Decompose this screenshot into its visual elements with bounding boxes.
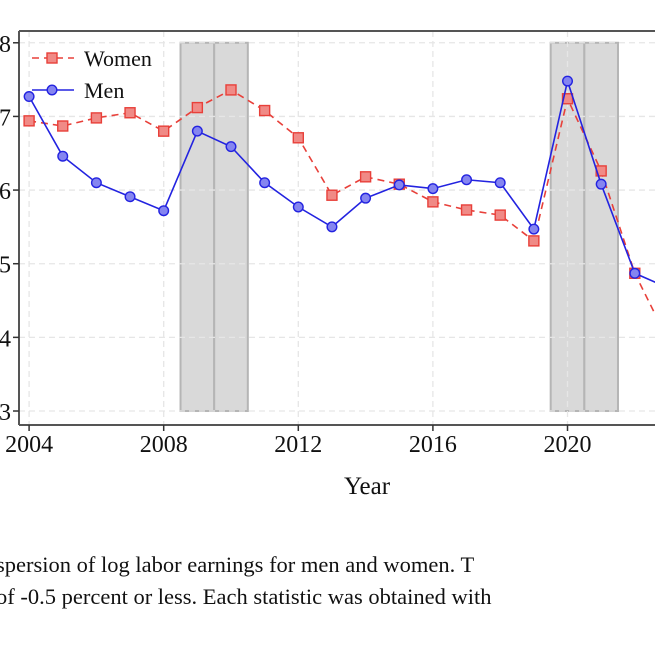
recession-shading [179,41,216,413]
y-tick-label: 6 [0,179,11,205]
data-point-women [90,112,103,124]
y-tick-label: 7 [0,105,11,131]
data-point-men [259,177,271,189]
y-tick-label: 5 [0,253,11,279]
series-men [23,75,655,284]
data-point-men [461,174,473,186]
legend-circle-marker-icon [46,84,58,96]
data-point-women [292,132,305,144]
recession-shading [583,41,619,413]
y-tick-label: 8 [0,32,11,58]
data-point-women [359,171,372,183]
legend-label-women: Women [84,46,152,71]
data-point-women [124,107,136,119]
x-tick-label: 2012 [274,432,322,458]
data-point-men [562,75,574,87]
data-point-men [124,191,136,203]
data-point-men [629,267,641,279]
data-point-men [360,192,372,204]
y-tick-label: 4 [0,326,11,352]
data-point-men [191,125,203,137]
data-point-men [23,91,35,103]
data-point-women [191,101,204,114]
data-point-men [494,177,506,189]
x-tick-label: 2004 [5,432,53,458]
data-point-women [460,204,473,216]
recession-shading [213,41,249,413]
x-axis-label: Year [344,473,391,500]
data-point-men [528,223,540,235]
data-point-women [528,235,540,247]
caption-line-2: of -0.5 percent or less. Each statistic … [0,584,492,609]
data-point-women [157,125,170,137]
data-point-men [326,221,338,233]
data-point-men [595,178,607,190]
data-point-women [23,115,35,127]
data-point-men [90,177,102,189]
data-point-women [494,209,506,221]
caption-line-1: spersion of log labor earnings for men a… [0,552,475,577]
data-point-women [427,196,439,208]
data-point-men [225,141,237,153]
legend-square-marker-icon [46,52,58,64]
series-line-men [28,78,655,284]
data-point-women [57,120,69,132]
x-tick-label: 2016 [409,432,457,458]
legend-label-men: Men [84,78,124,103]
data-point-men [57,150,69,162]
data-point-women [258,104,271,117]
data-point-men [427,183,439,195]
x-tick-label: 2008 [140,432,188,458]
data-point-women [326,189,338,201]
data-point-women [225,84,237,96]
series-women [23,84,655,316]
data-point-men [158,205,170,217]
x-tick-label: 2020 [544,432,592,458]
y-tick-label: 3 [0,400,11,426]
data-point-men [292,201,304,213]
data-point-men [393,179,405,191]
legend: Women Men [32,46,152,103]
